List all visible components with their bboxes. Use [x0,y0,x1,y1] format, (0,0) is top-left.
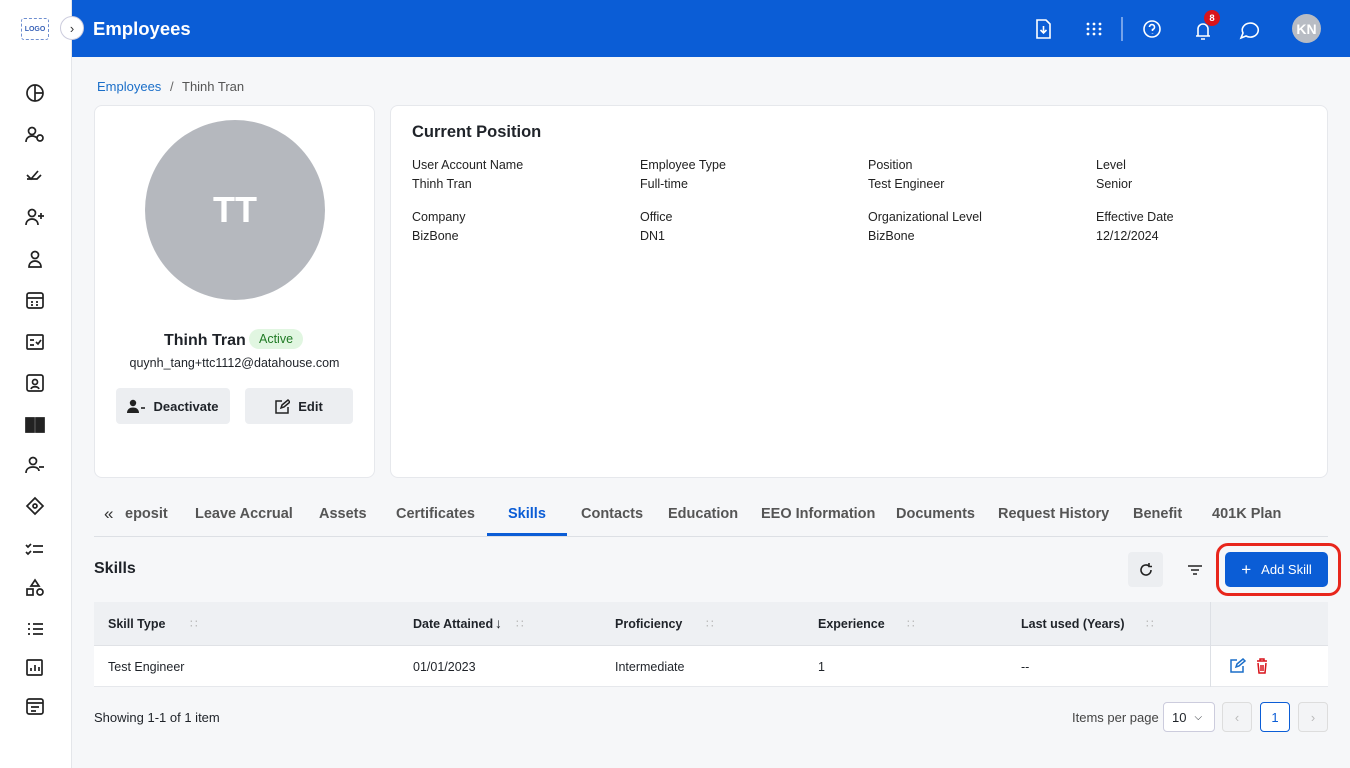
field-label: Employee Type [640,158,726,172]
field-label: Company [412,210,466,224]
items-per-page-label: Items per page [1072,710,1159,725]
field-value: Thinh Tran [412,177,472,191]
column-header[interactable]: Last used (Years) [1021,617,1125,631]
edit-icon [275,398,291,414]
toolbar-icons[interactable] [1032,16,1272,42]
profile-email: quynh_tang+ttc1112@datahouse.com [129,356,340,370]
skills-table [94,602,1328,687]
tab[interactable]: Education [668,506,739,522]
deactivate-button[interactable]: Deactivate [116,388,230,424]
edit-label: Edit [298,398,323,414]
profile-card: TT Thinh Tran Active quynh_tang+ttc1112@… [94,105,375,478]
deactivate-icon [127,399,146,413]
field-label: Level [1096,158,1126,172]
field-value: Senior [1096,177,1133,191]
nav-icons [25,84,45,715]
column-grip[interactable]: ∷ [516,617,524,631]
collapse-button[interactable]: › [60,16,84,40]
pagination-summary: Showing 1-1 of 1 item [94,710,220,725]
column-grip[interactable]: ∷ [907,617,915,631]
table-cell: 1 [818,660,825,674]
field-value: Test Engineer [868,177,945,191]
table-header [94,602,1328,646]
notification-badge: 8 [1204,10,1220,26]
column-grip[interactable]: ∷ [1146,617,1154,631]
tab[interactable]: Certificates [396,506,475,522]
field-label: User Account Name [412,158,524,172]
prev-page[interactable]: ‹ [1222,702,1252,732]
add-skill-label: Add Skill [1261,562,1312,577]
column-header[interactable]: Experience [818,617,885,631]
column-grip[interactable]: ∷ [706,617,714,631]
edit-button[interactable]: Edit [245,388,353,424]
field-label: Office [640,210,673,224]
filter-icon [1187,564,1202,575]
row-actions[interactable] [1230,658,1274,674]
field-value: Full-time [640,177,688,191]
field-value: BizBone [868,229,915,243]
tab[interactable]: Request History [998,506,1110,522]
active-tab-indicator [487,533,567,536]
profile-name: Thinh Tran [164,332,246,349]
field-value: 12/12/2024 [1096,229,1159,243]
field-label: Organizational Level [868,210,982,224]
field-value: BizBone [412,229,459,243]
items-per-page-select[interactable]: 10 ⌵ [1163,702,1215,732]
items-per-page-value: 10 [1172,709,1187,725]
table-cell: 01/01/2023 [413,660,476,674]
refresh-icon [1139,562,1152,576]
column-header[interactable]: Skill Type [108,617,166,631]
breadcrumb-separator: / [170,79,174,94]
column-grip[interactable]: ∷ [190,617,198,631]
page-title: Employees [93,18,191,39]
user-avatar[interactable]: KN [1292,14,1321,43]
tab[interactable]: eposit [125,506,168,522]
tab[interactable]: EEO Information [761,506,876,522]
breadcrumb-link[interactable]: Employees [97,79,162,94]
add-icon: + [1241,559,1252,579]
tab[interactable]: Contacts [581,506,644,522]
column-header[interactable]: Proficiency [615,617,683,631]
tab-scroll-left[interactable]: « [104,504,114,523]
position-title: Current Position [412,123,542,141]
deactivate-label: Deactivate [153,398,219,414]
logo: LOGO [21,18,49,40]
next-page[interactable]: › [1298,702,1328,732]
field-value: DN1 [640,229,666,243]
skills-title: Skills [94,560,136,577]
tab[interactable]: Benefit [1133,506,1183,522]
column-divider [1210,602,1211,687]
table-cell: Test Engineer [108,660,185,674]
table-cell: Intermediate [615,660,685,674]
tab[interactable]: Leave Accrual [195,506,293,522]
add-skill-button[interactable]: + Add Skill [1225,552,1328,587]
column-header[interactable]: Date Attained [413,617,494,631]
breadcrumb-current: Thinh Tran [182,79,245,94]
tab[interactable]: Documents [896,506,975,522]
select-caret: ⌵ [1194,711,1203,723]
position-card: Current Position User Account Name Thinh … [390,105,1328,478]
tab[interactable]: 401K Plan [1212,506,1282,522]
table-cell: -- [1021,660,1030,674]
profile-avatar: TT [145,120,325,300]
field-label: Position [868,158,913,172]
tab-bar: « [94,496,1328,537]
sort-icon[interactable]: ↓ [495,615,502,631]
filter-button[interactable] [1177,552,1212,587]
tab[interactable]: Skills [508,506,546,522]
tab[interactable]: Assets [319,506,367,522]
field-label: Effective Date [1096,210,1174,224]
highlight-outline [1216,543,1341,596]
sidebar: LOGO [0,0,72,768]
refresh-button[interactable] [1128,552,1163,587]
top-bar: › Employees 8 KN [60,0,1350,57]
status-badge: Active [249,329,304,349]
current-page[interactable]: 1 [1260,702,1290,732]
